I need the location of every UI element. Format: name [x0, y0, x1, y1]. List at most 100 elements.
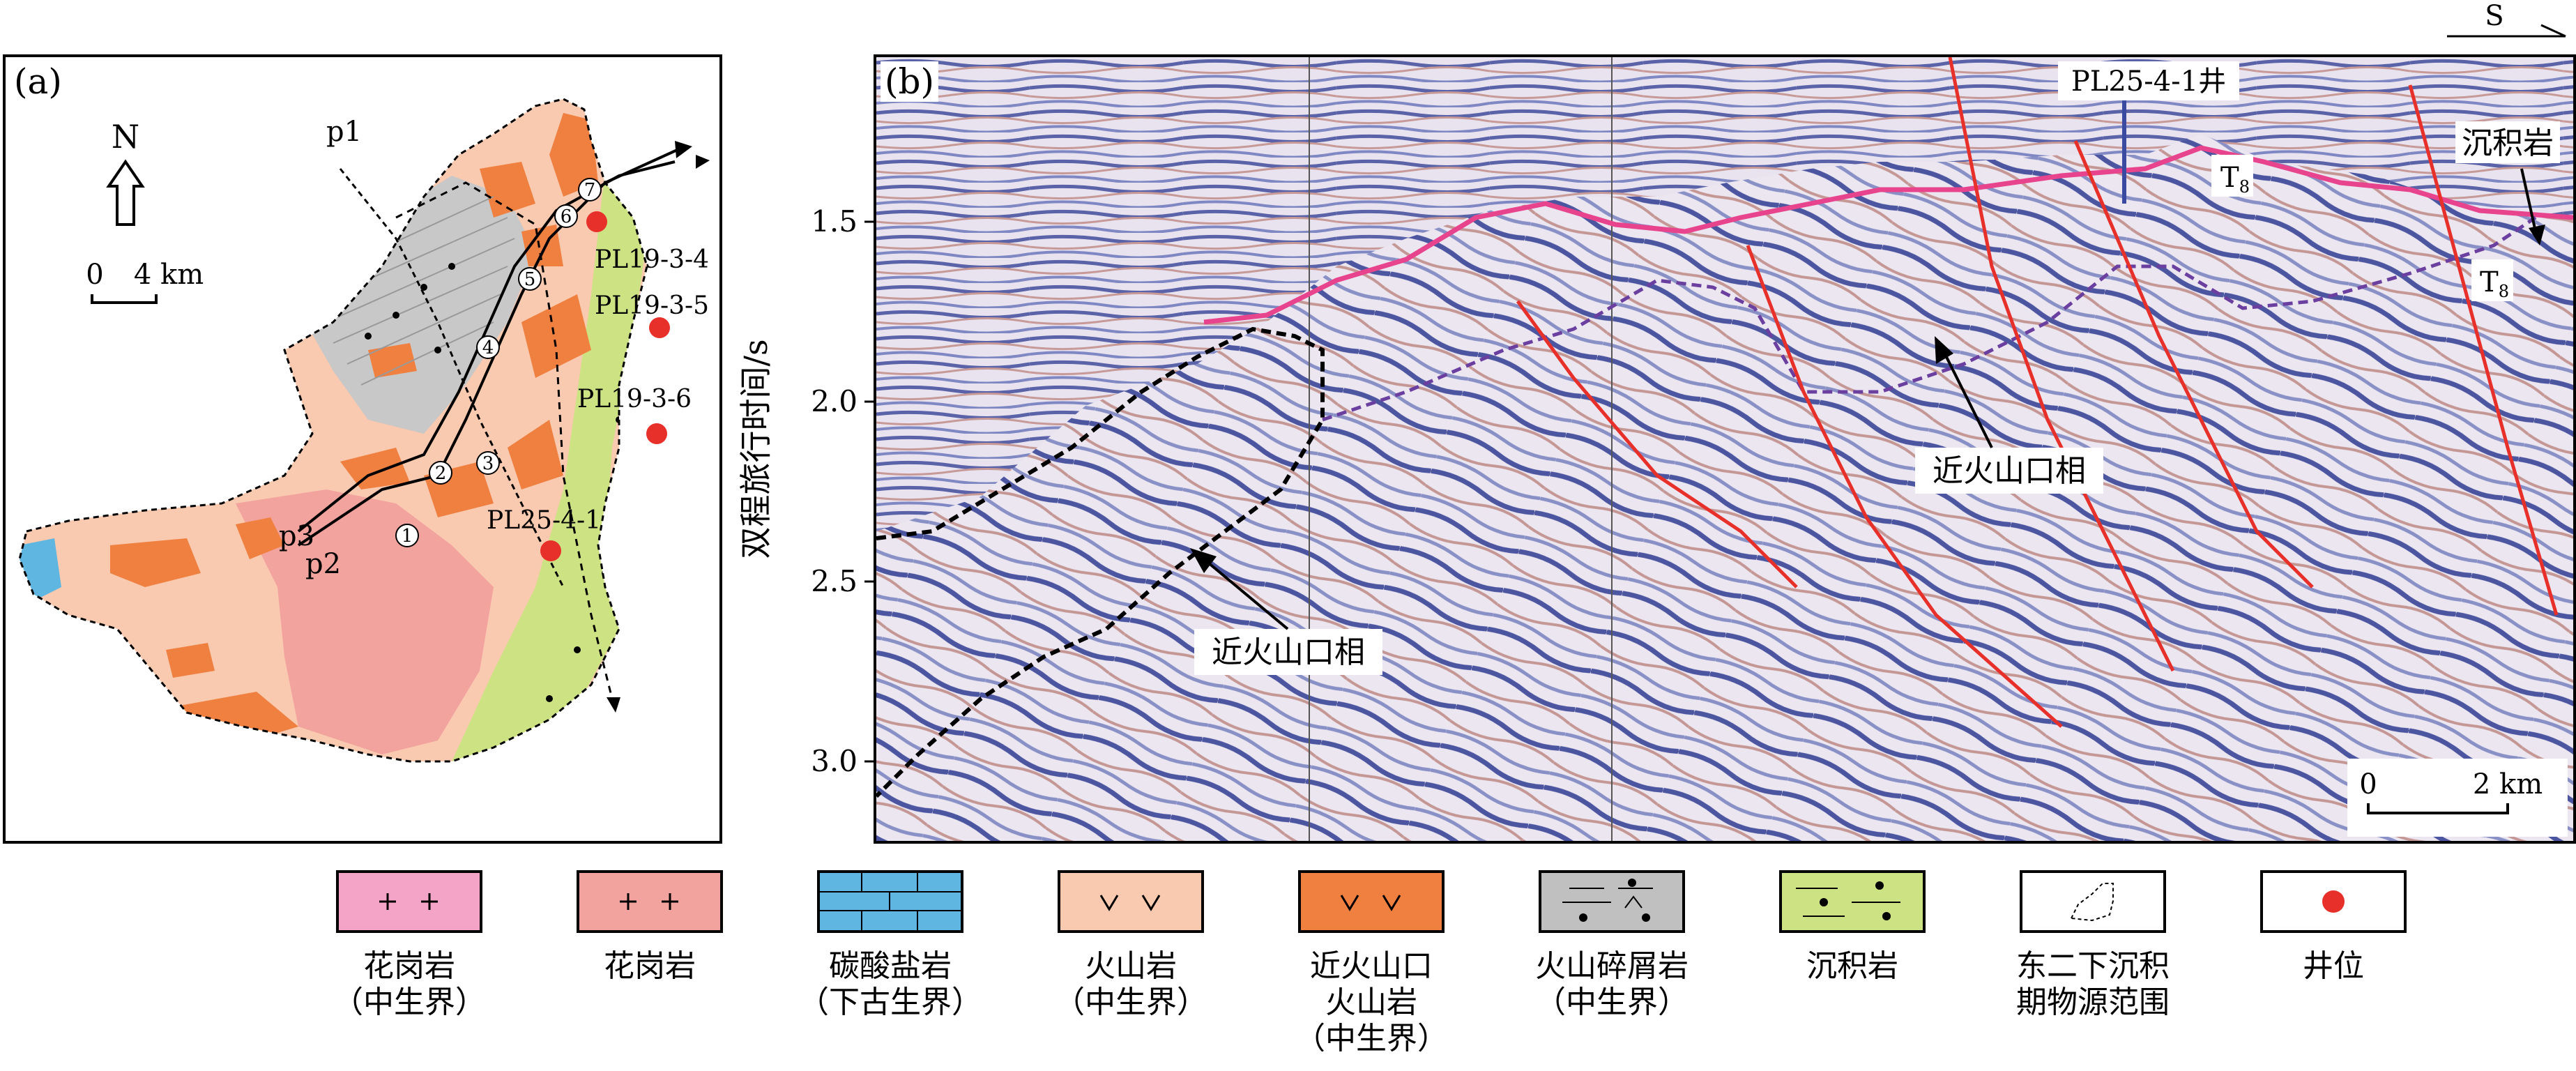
t8-label-box-2	[2471, 259, 2513, 301]
direction-label: S	[2485, 0, 2503, 32]
map-outline	[18, 98, 648, 763]
numbered-points: 1 2 3 4 5 6 7	[395, 178, 602, 547]
well-markers	[540, 211, 670, 561]
direction-indicator: S	[2447, 0, 2566, 38]
geologic-map-panel: N 0 4 km p1 p2 p3 1 2 3 4 5 6 7 PL19-3-4…	[3, 54, 722, 844]
scale-box	[2347, 759, 2568, 837]
legend-swatch-carbonate	[817, 870, 963, 933]
facies-label-box-1	[1915, 448, 2103, 494]
facies-arrow-1	[1942, 349, 1993, 448]
svg-text:2.0: 2.0	[811, 384, 858, 418]
y-axis-label: 双程旅行时间/s	[739, 339, 775, 559]
legend-item-well: 井位	[2201, 870, 2466, 985]
y-ticks	[864, 220, 875, 763]
svg-text:7: 7	[584, 180, 596, 201]
scale-bar-b	[2367, 803, 2509, 814]
t8-label-box	[2211, 155, 2253, 197]
legend-swatch-well	[2260, 870, 2407, 933]
legend-label-provenance: 东二下沉积 期物源范围	[1960, 948, 2225, 1021]
t8-label: T8	[2220, 162, 2250, 197]
scale-end: 4 km	[134, 259, 204, 291]
legend-label-granite-mesozoic: 花岗岩 （中生界）	[277, 948, 542, 1021]
legend-label-carbonate: 碳酸盐岩 （下古生界）	[758, 948, 1023, 1021]
legend-label-line: 井位	[2303, 948, 2364, 984]
faults	[1516, 57, 2559, 728]
scale-end-b: 2 km	[2473, 768, 2543, 800]
sed-label: 沉积岩	[2462, 126, 2554, 161]
seismic-section: PL25-4-1井 T8 T8 沉积岩 近火山口相 近火山口相 0 2 km	[876, 57, 2573, 841]
svg-text:PL19-3-5: PL19-3-5	[595, 291, 709, 320]
profile-p1-line	[339, 168, 565, 588]
facies-label-2: 近火山口相	[1212, 635, 1365, 670]
legend-label-line: （中生界）	[333, 985, 486, 1020]
y-tick-labels: 1.5 2.0 2.5 3.0	[811, 204, 858, 778]
profile-p3-arrow	[696, 155, 710, 169]
legend-label-line: 期物源范围	[2016, 985, 2170, 1020]
sed-arrow	[2520, 168, 2537, 232]
legend-label-line: 碳酸盐岩	[829, 948, 952, 984]
svg-text:PL19-3-6: PL19-3-6	[577, 385, 692, 413]
sed-arrow-head	[2529, 225, 2545, 245]
legend-label-line: （中生界）	[1054, 985, 1207, 1020]
legend-swatch-granite	[577, 870, 723, 933]
legend-label-line: 火山岩	[1325, 985, 1417, 1020]
legend-label-line: 近火山口	[1310, 948, 1433, 984]
svg-text:1: 1	[402, 526, 413, 547]
facies-boundary-black	[876, 326, 1325, 798]
legend-label-line: （下古生界）	[798, 985, 982, 1020]
trace-lines	[1309, 57, 1613, 841]
legend-label-line: 花岗岩	[363, 948, 455, 984]
facies-arrow-2	[1203, 558, 1289, 630]
svg-text:4: 4	[482, 337, 494, 358]
legend-label-volcaniclastic: 火山碎屑岩 （中生界）	[1479, 948, 1744, 1021]
legend-swatch-provenance	[2020, 870, 2166, 933]
scale-zero: 0	[86, 259, 103, 291]
legend-item-carbonate: 碳酸盐岩 （下古生界）	[758, 870, 1023, 1021]
well-label: PL25-4-1井	[2071, 66, 2226, 98]
profile-p1-arrow	[607, 697, 620, 713]
facies-boundary-purple	[1322, 215, 2537, 422]
panel-a-label: (a)	[10, 61, 66, 102]
legend-label-line: 花岗岩	[604, 948, 696, 984]
well-label-box	[2058, 61, 2239, 100]
legend-label-line: 沉积岩	[1806, 948, 1898, 984]
svg-text:6: 6	[561, 206, 572, 227]
legend-label-line: （中生界）	[1295, 1021, 1448, 1056]
legend-swatch-granite-mesozoic	[336, 870, 482, 933]
provenance-boundary	[395, 181, 613, 699]
legend-item-granite-mesozoic: 花岗岩 （中生界）	[277, 870, 542, 1021]
facies-label-box-2	[1194, 629, 1382, 675]
legend-label-volcanic: 火山岩 （中生界）	[998, 948, 1263, 1021]
north-arrow-icon	[106, 159, 145, 226]
granite-area	[236, 489, 494, 754]
well-labels: PL19-3-4 PL19-3-5 PL19-3-6 PL25-4-1	[487, 245, 709, 535]
legend: 花岗岩 （中生界） 花岗岩 碳酸盐岩 （下古生界） 火山岩 （中生界） 近火山口 火山岩 （中生界…	[0, 870, 2576, 1071]
svg-text:PL25-4-1: PL25-4-1	[487, 506, 601, 535]
legend-swatch-volcanic	[1058, 870, 1204, 933]
legend-item-granite: 花岗岩	[517, 870, 782, 985]
facies-label-1: 近火山口相	[1933, 453, 2086, 489]
legend-item-sedimentary: 沉积岩	[1720, 870, 1985, 985]
sed-label-box	[2455, 121, 2560, 163]
svg-text:3.0: 3.0	[811, 744, 858, 778]
svg-text:PL19-3-4: PL19-3-4	[595, 245, 709, 274]
svg-text:1.5: 1.5	[811, 204, 858, 238]
facies-arrow-head-2	[1190, 548, 1217, 573]
legend-label-line: （中生界）	[1535, 985, 1689, 1020]
scale-zero-b: 0	[2359, 768, 2377, 800]
legend-swatch-sedimentary	[1779, 870, 1926, 933]
legend-item-provenance: 东二下沉积 期物源范围	[1960, 870, 2225, 1021]
profile-label-p1: p1	[326, 116, 362, 148]
seismic-section-panel: PL25-4-1井 T8 T8 沉积岩 近火山口相 近火山口相 0 2 km (…	[874, 54, 2576, 844]
t8-horizon	[1203, 145, 2573, 325]
legend-label-line: 东二下沉积	[2016, 948, 2170, 984]
legend-swatch-volcaniclastic	[1539, 870, 1685, 933]
svg-text:2.5: 2.5	[811, 564, 858, 598]
svg-text:5: 5	[524, 269, 536, 290]
facies-arrow-head-1	[1935, 336, 1953, 364]
legend-item-volcanic: 火山岩 （中生界）	[998, 870, 1263, 1021]
svg-text:3: 3	[482, 453, 494, 474]
legend-swatch-near-vent-volcanic	[1298, 870, 1445, 933]
legend-label-near-vent-volcanic: 近火山口 火山岩 （中生界）	[1239, 948, 1504, 1057]
sedimentary-area	[452, 169, 647, 761]
